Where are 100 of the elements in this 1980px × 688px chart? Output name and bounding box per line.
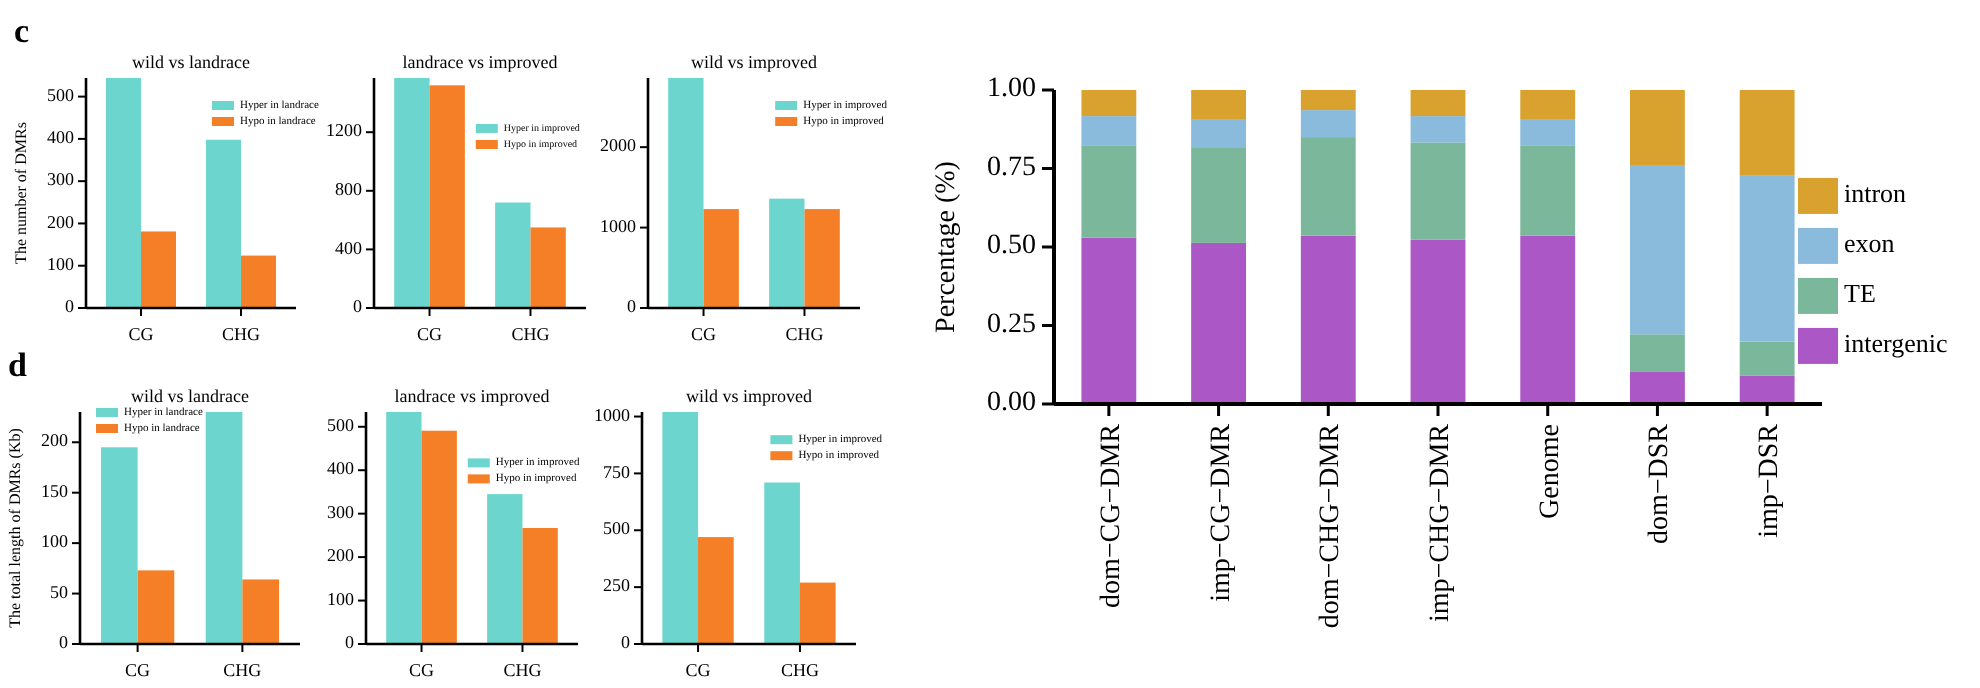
y-tick-label: 100: [327, 588, 355, 609]
y-tick-label: 300: [327, 501, 355, 522]
bar: [242, 579, 280, 644]
bar: [764, 482, 800, 644]
x-tick-label: CG: [417, 324, 444, 344]
bar: [1630, 90, 1685, 166]
bar: [1739, 90, 1795, 176]
chart-title: landrace vs improved: [402, 52, 559, 72]
bar: [804, 209, 840, 308]
x-tick-label: CG: [685, 660, 712, 680]
y-tick-label: 0: [65, 296, 75, 317]
y-tick-label: 200: [41, 430, 69, 451]
chart-title: wild vs improved: [686, 386, 813, 406]
bar: [1739, 375, 1795, 404]
chart-title: landrace vs improved: [394, 386, 551, 406]
bar: [769, 198, 805, 308]
bar: [1300, 90, 1356, 111]
y-tick-label: 300: [47, 169, 75, 190]
x-tick-label: imp−DSR: [1755, 422, 1786, 538]
bar: [703, 209, 739, 308]
y-tick-label: 500: [47, 84, 75, 105]
bar: [206, 139, 241, 308]
bar: [394, 78, 430, 308]
y-tick-label: 400: [335, 237, 363, 258]
bar: [106, 78, 141, 308]
chart-title: wild vs landrace: [131, 386, 249, 406]
bar: [100, 447, 138, 644]
y-tick-label: 0.75: [987, 152, 1036, 183]
y-axis-title: The total length of DMRs (Kb): [6, 427, 24, 628]
y-tick-label: 1000: [600, 215, 637, 236]
bar: [141, 231, 176, 308]
bar: [495, 202, 531, 308]
y-tick-label: 500: [603, 518, 631, 539]
bar: [1630, 334, 1685, 372]
x-tick-label: CHG: [503, 660, 543, 680]
bar: [386, 412, 422, 644]
x-tick-label: CG: [125, 660, 152, 680]
text: d: [8, 346, 28, 384]
bar: [1191, 119, 1246, 148]
text: c: [14, 12, 30, 50]
bar: [487, 494, 523, 644]
x-tick-label: dom−DSR: [1645, 422, 1676, 545]
x-tick-label: imp−CG−DMR: [1206, 422, 1237, 602]
chart-title: wild vs improved: [691, 52, 818, 72]
bar: [799, 582, 836, 644]
bar: [1081, 145, 1137, 238]
y-tick-label: 0.25: [987, 309, 1036, 340]
x-tick-label: CG: [409, 660, 436, 680]
bar: [1300, 235, 1356, 404]
bar: [1191, 242, 1246, 404]
legend-label: TE: [1844, 277, 1876, 308]
y-tick-label: 400: [47, 127, 75, 148]
y-tick-label: 500: [327, 414, 355, 435]
bar: [1410, 90, 1466, 117]
bar: [137, 570, 175, 644]
legend-label: intron: [1844, 177, 1908, 208]
bar: [1739, 341, 1795, 376]
y-tick-label: 1.00: [987, 74, 1036, 105]
bar: [241, 255, 276, 308]
y-tick-label: 200: [47, 211, 75, 232]
y-tick-label: 100: [47, 253, 75, 274]
x-tick-label: CHG: [511, 324, 551, 344]
y-tick-label: 1000: [594, 404, 631, 425]
x-tick-label: CG: [128, 324, 155, 344]
y-tick-label: 100: [41, 531, 69, 552]
bar: [1410, 116, 1466, 143]
bar: [1300, 137, 1356, 236]
bar: [1191, 147, 1246, 243]
y-tick-label: 0: [59, 632, 69, 653]
y-tick-label: 2000: [600, 135, 637, 156]
y-tick-label: 750: [603, 461, 631, 482]
x-tick-label: Genome: [1535, 424, 1566, 519]
bar: [1300, 110, 1356, 138]
y-tick-label: 400: [327, 458, 355, 479]
y-tick-label: 200: [327, 545, 355, 566]
bar: [1520, 235, 1576, 404]
bar: [1081, 90, 1137, 117]
y-tick-label: 250: [603, 575, 631, 596]
y-tick-label: 0.00: [987, 388, 1036, 419]
x-tick-label: CHG: [223, 660, 263, 680]
y-tick-label: 0: [621, 632, 631, 653]
y-tick-label: 150: [41, 480, 69, 501]
x-tick-label: dom−CG−DMR: [1096, 422, 1127, 609]
legend-label: intergenic: [1844, 327, 1948, 358]
bar: [662, 412, 699, 644]
x-tick-label: CHG: [785, 324, 825, 344]
y-axis-title: The number of DMRs: [12, 122, 30, 264]
y-tick-label: 0: [627, 296, 637, 317]
bar: [668, 78, 704, 308]
y-tick-label: 1200: [326, 120, 363, 141]
bar: [1410, 239, 1466, 404]
x-tick-label: CHG: [221, 324, 261, 344]
x-tick-label: dom−CHG−DMR: [1316, 422, 1347, 629]
y-tick-label: 0: [345, 632, 355, 653]
x-tick-label: imp−CHG−DMR: [1426, 422, 1456, 623]
bar: [1191, 90, 1246, 120]
y-tick-label: 0: [353, 296, 363, 317]
bar: [1520, 145, 1576, 236]
bar: [1081, 116, 1137, 146]
y-tick-label: 800: [335, 178, 363, 199]
